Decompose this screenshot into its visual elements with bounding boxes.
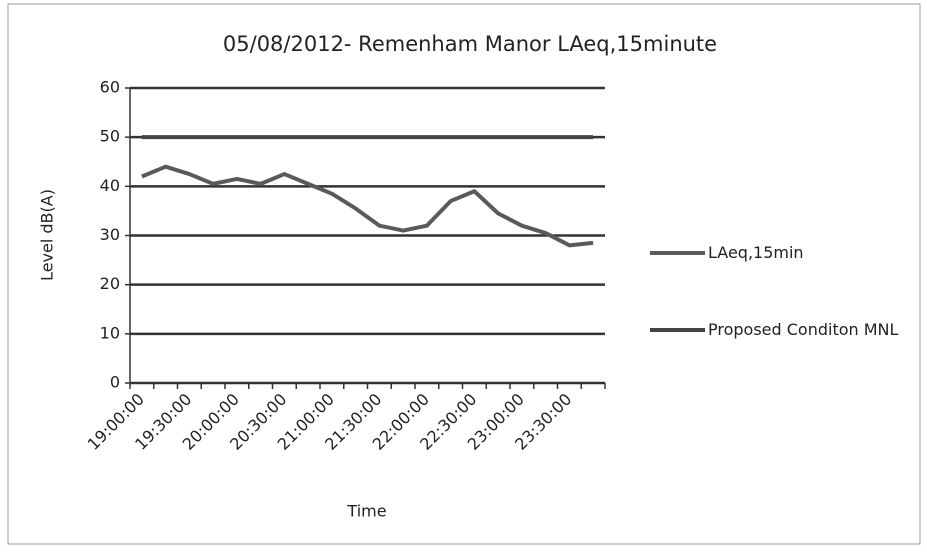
y-tick-label: 20	[100, 274, 120, 293]
legend-label: Proposed Conditon MNL	[708, 320, 899, 339]
y-tick-label: 60	[100, 78, 120, 97]
y-tick-label: 40	[100, 176, 120, 195]
chart-title: 05/08/2012- Remenham Manor LAeq,15minute	[223, 32, 717, 56]
x-axis-label: Time	[346, 502, 386, 521]
y-tick-label: 0	[110, 373, 120, 392]
y-tick-label: 10	[100, 323, 120, 342]
series-line	[141, 164, 594, 248]
frame	[7, 3, 921, 545]
y-tick-label: 50	[100, 127, 120, 146]
y-axis-label: Level dB(A)	[38, 189, 57, 281]
y-tick-label: 30	[100, 225, 120, 244]
legend-label: LAeq,15min	[708, 243, 804, 262]
